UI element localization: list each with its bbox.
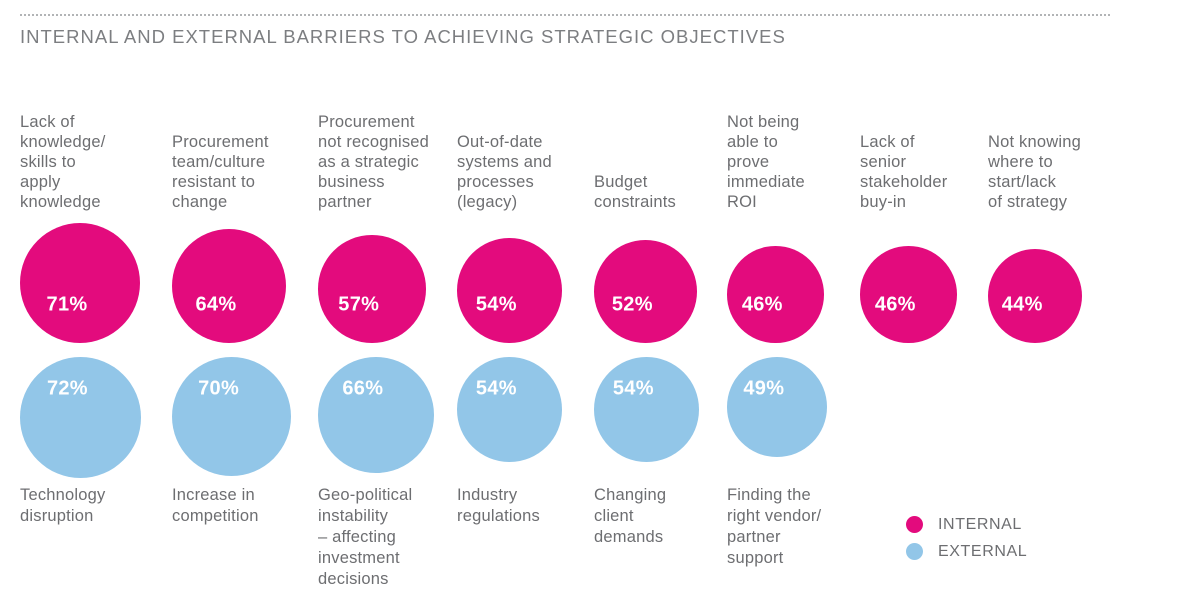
internal-bubble-value: 46% xyxy=(741,293,783,316)
external-item-label: Changing client demands xyxy=(594,486,667,546)
internal-item-label: Out-of-date systems and processes (legacy) xyxy=(457,133,552,211)
internal-item-label: Procurement team/culture resistant to chang… xyxy=(172,133,269,211)
internal-item-label: Lack of knowledge/skills to apply knowledge xyxy=(20,113,106,211)
external-item-label: Finding the right vendor/partner support xyxy=(727,486,822,567)
external-bubble xyxy=(594,357,699,462)
external-bubble-value: 54% xyxy=(612,377,654,400)
legend-item-internal: INTERNAL xyxy=(906,511,1027,538)
external-bubble-value: 49% xyxy=(743,377,785,400)
internal-bubble-value: 64% xyxy=(195,293,237,316)
external-bubble xyxy=(727,357,827,457)
internal-bubble-value: 52% xyxy=(611,293,653,316)
legend-label-external: EXTERNAL xyxy=(938,542,1028,560)
internal-bubble xyxy=(20,223,140,343)
page-title: INTERNAL AND EXTERNAL BARRIERS TO ACHIEV… xyxy=(20,26,786,47)
top-rule xyxy=(20,14,1112,16)
external-bubble xyxy=(457,357,562,462)
legend-item-external: EXTERNAL xyxy=(906,538,1027,565)
internal-item-label: Lack of senior stakeholder buy-in xyxy=(860,133,948,211)
external-bubble xyxy=(172,357,292,477)
internal-item-label: Not knowing where to start/lack of strategy xyxy=(988,133,1081,211)
internal-bubble-value: 54% xyxy=(475,293,517,316)
legend-label-internal: INTERNAL xyxy=(938,515,1022,533)
external-bubble xyxy=(318,357,434,473)
external-bubble-value: 54% xyxy=(475,377,517,400)
internal-bubble xyxy=(172,229,286,343)
external-bubble-value: 70% xyxy=(198,377,240,400)
internal-item-label: Budget constraints xyxy=(594,173,676,211)
internal-item-label: Procurement not recognised as a strategic b… xyxy=(318,113,430,211)
internal-bubble-value: 57% xyxy=(338,293,380,316)
internal-bubble xyxy=(860,246,957,343)
external-bubble-value: 66% xyxy=(342,377,384,400)
internal-item-label: Not being able to prove immediate ROI xyxy=(727,113,805,211)
internal-bubble-value: 46% xyxy=(874,293,916,316)
internal-bubble xyxy=(727,246,824,343)
internal-bubble-value: 44% xyxy=(1001,293,1043,316)
internal-bubble-value: 71% xyxy=(46,293,88,316)
internal-bubble xyxy=(457,238,562,343)
external-bubble xyxy=(20,357,141,478)
external-item-label: Geo-political instability – affecting inves… xyxy=(318,486,413,588)
internal-dot-icon xyxy=(906,516,923,533)
internal-bubble xyxy=(988,248,1083,343)
internal-bubble xyxy=(594,240,697,343)
legend: INTERNAL EXTERNAL xyxy=(906,511,1027,565)
external-item-label: Increase in competition xyxy=(172,486,259,525)
external-item-label: Technology disruption xyxy=(20,486,106,525)
external-dot-icon xyxy=(906,543,923,560)
internal-bubble xyxy=(318,235,426,343)
external-bubble-value: 72% xyxy=(46,377,88,400)
external-item-label: Industry regulations xyxy=(457,486,540,525)
